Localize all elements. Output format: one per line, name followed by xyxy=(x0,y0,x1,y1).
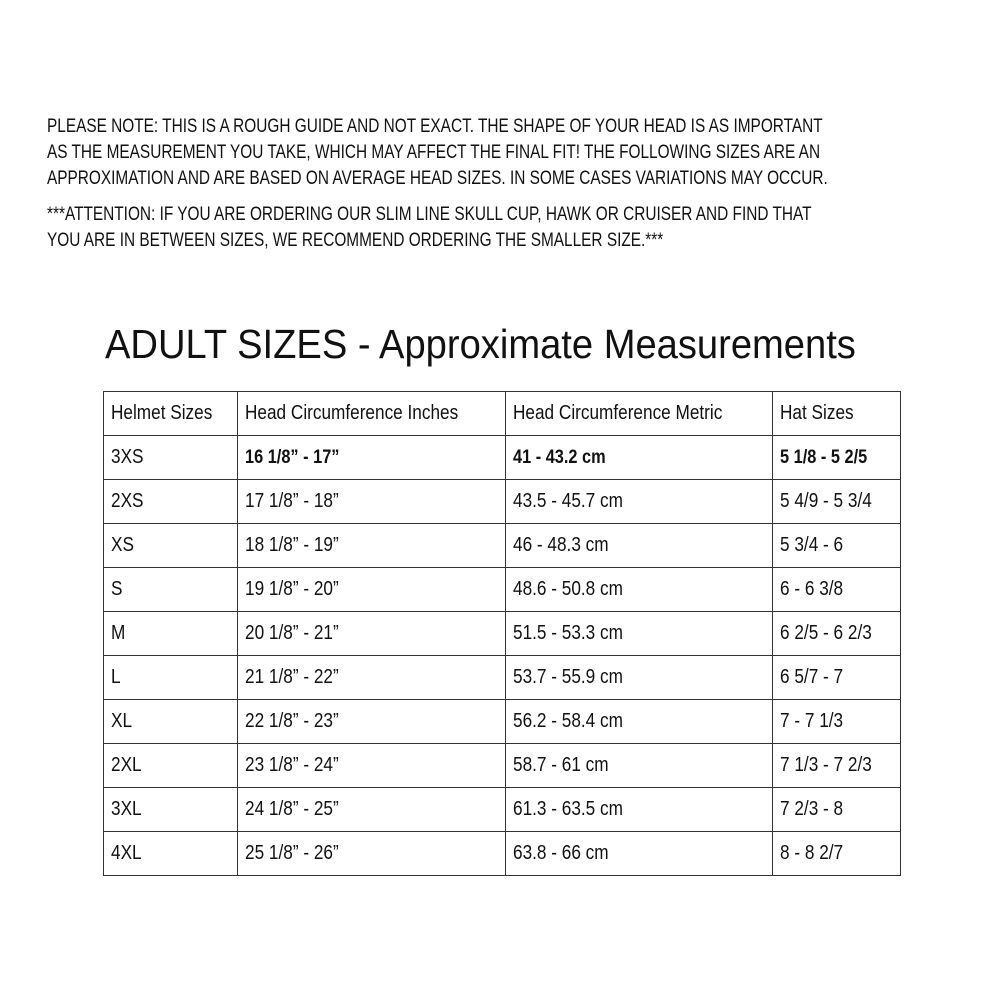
metric-cell: 51.5 - 53.3 cm xyxy=(505,611,773,656)
table-row: 4XL 25 1/8” - 26” 63.8 - 66 cm 8 - 8 2/7 xyxy=(103,831,901,876)
hat-size-cell: 8 - 8 2/7 xyxy=(772,831,901,876)
helmet-size-cell: XS xyxy=(103,523,238,568)
hat-size-cell: 5 4/9 - 5 3/4 xyxy=(772,479,901,524)
helmet-size-cell: 2XS xyxy=(103,479,238,524)
table-row: M 20 1/8” - 21” 51.5 - 53.3 cm 6 2/5 - 6 2/… xyxy=(103,611,901,656)
inches-cell: 18 1/8” - 19” xyxy=(237,523,506,568)
disclaimer-paragraph: PLEASE NOTE: THIS IS A ROUGH GUIDE AND N… xyxy=(47,114,1000,192)
helmet-size-cell: XL xyxy=(103,699,238,744)
metric-cell: 58.7 - 61 cm xyxy=(505,743,773,788)
header-helmet-sizes: Helmet Sizes xyxy=(103,391,238,436)
hat-size-cell: 6 5/7 - 7 xyxy=(772,655,901,700)
table-row: XS 18 1/8” - 19” 46 - 48.3 cm 5 3/4 - 6 xyxy=(103,523,901,568)
inches-cell: 24 1/8” - 25” xyxy=(237,787,506,832)
hat-size-cell: 7 - 7 1/3 xyxy=(772,699,901,744)
table-row: 3XS 16 1/8” - 17” 41 - 43.2 cm 5 1/8 - 5 2/… xyxy=(103,435,901,480)
hat-size-cell: 7 2/3 - 8 xyxy=(772,787,901,832)
header-inches: Head Circumference Inches xyxy=(237,391,506,436)
size-guide-notes: PLEASE NOTE: THIS IS A ROUGH GUIDE AND N… xyxy=(47,114,1000,254)
attention-line: ***ATTENTION: IF YOU ARE ORDERING OUR SL… xyxy=(47,204,812,225)
inches-cell: 21 1/8” - 22” xyxy=(237,655,506,700)
table-row: S 19 1/8” - 20” 48.6 - 50.8 cm 6 - 6 3/8 xyxy=(103,567,901,612)
helmet-size-cell: 4XL xyxy=(103,831,238,876)
helmet-size-cell: M xyxy=(103,611,238,656)
metric-cell: 48.6 - 50.8 cm xyxy=(505,567,773,612)
disclaimer-line: AS THE MEASUREMENT YOU TAKE, WHICH MAY A… xyxy=(47,142,821,163)
attention-paragraph: ***ATTENTION: IF YOU ARE ORDERING OUR SL… xyxy=(47,202,1000,254)
table-row: 2XS 17 1/8” - 18” 43.5 - 45.7 cm 5 4/9 - 5 … xyxy=(103,479,901,524)
metric-cell: 46 - 48.3 cm xyxy=(505,523,773,568)
inches-cell: 20 1/8” - 21” xyxy=(237,611,506,656)
hat-size-cell: 7 1/3 - 7 2/3 xyxy=(772,743,901,788)
disclaimer-line: APPROXIMATION AND ARE BASED ON AVERAGE H… xyxy=(47,168,828,189)
helmet-size-cell: 3XS xyxy=(103,435,238,480)
metric-cell: 56.2 - 58.4 cm xyxy=(505,699,773,744)
attention-line: YOU ARE IN BETWEEN SIZES, WE RECOMMEND O… xyxy=(47,230,664,251)
hat-size-cell: 6 2/5 - 6 2/3 xyxy=(772,611,901,656)
disclaimer-line: PLEASE NOTE: THIS IS A ROUGH GUIDE AND N… xyxy=(47,116,823,137)
hat-size-cell: 5 3/4 - 6 xyxy=(772,523,901,568)
metric-cell: 41 - 43.2 cm xyxy=(505,435,773,480)
page-title: ADULT SIZES - Approximate Measurements xyxy=(105,321,856,367)
metric-cell: 61.3 - 63.5 cm xyxy=(505,787,773,832)
size-table: Helmet Sizes Head Circumference Inches H… xyxy=(103,391,901,876)
hat-size-cell: 5 1/8 - 5 2/5 xyxy=(772,435,901,480)
helmet-size-cell: 3XL xyxy=(103,787,238,832)
helmet-size-cell: L xyxy=(103,655,238,700)
table-row: XL 22 1/8” - 23” 56.2 - 58.4 cm 7 - 7 1/3 xyxy=(103,699,901,744)
inches-cell: 23 1/8” - 24” xyxy=(237,743,506,788)
header-metric: Head Circumference Metric xyxy=(505,391,773,436)
metric-cell: 43.5 - 45.7 cm xyxy=(505,479,773,524)
table-row: 3XL 24 1/8” - 25” 61.3 - 63.5 cm 7 2/3 - 8 xyxy=(103,787,901,832)
inches-cell: 22 1/8” - 23” xyxy=(237,699,506,744)
table-row: 2XL 23 1/8” - 24” 58.7 - 61 cm 7 1/3 - 7 2/… xyxy=(103,743,901,788)
helmet-size-cell: S xyxy=(103,567,238,612)
table-header-row: Helmet Sizes Head Circumference Inches H… xyxy=(103,391,901,436)
inches-cell: 17 1/8” - 18” xyxy=(237,479,506,524)
metric-cell: 53.7 - 55.9 cm xyxy=(505,655,773,700)
inches-cell: 25 1/8” - 26” xyxy=(237,831,506,876)
hat-size-cell: 6 - 6 3/8 xyxy=(772,567,901,612)
metric-cell: 63.8 - 66 cm xyxy=(505,831,773,876)
header-hat-sizes: Hat Sizes xyxy=(772,391,901,436)
inches-cell: 19 1/8” - 20” xyxy=(237,567,506,612)
helmet-size-cell: 2XL xyxy=(103,743,238,788)
table-row: L 21 1/8” - 22” 53.7 - 55.9 cm 6 5/7 - 7 xyxy=(103,655,901,700)
inches-cell: 16 1/8” - 17” xyxy=(237,435,506,480)
